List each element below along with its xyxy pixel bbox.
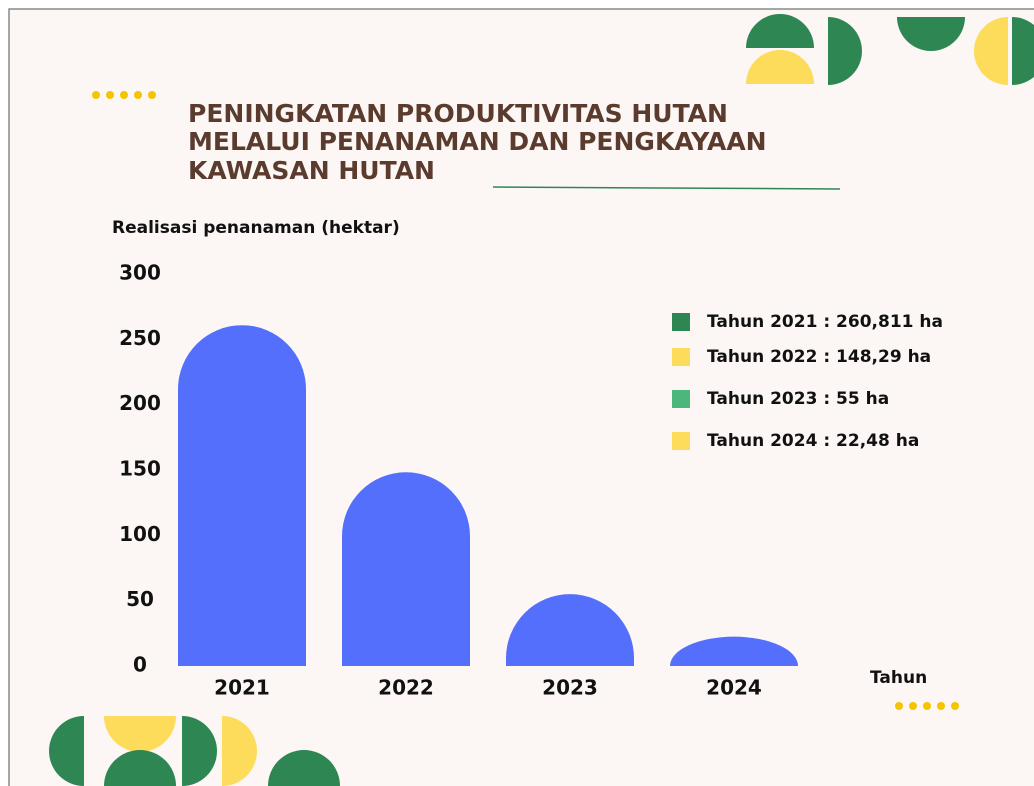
legend-label: Tahun 2024 : 22,48 ha <box>707 431 919 451</box>
legend-label: Tahun 2021 : 260,811 ha <box>707 312 943 332</box>
legend-swatch <box>672 313 690 331</box>
x-tick-label: 2021 <box>214 676 270 700</box>
legend-label: Tahun 2023 : 55 ha <box>707 389 889 409</box>
y-tick-label: 0 <box>133 653 147 677</box>
chart-title: PENINGKATAN PRODUKTIVITAS HUTAN <box>188 99 728 128</box>
legend-swatch <box>672 390 690 408</box>
y-tick-label: 50 <box>126 587 154 611</box>
bar <box>670 636 798 666</box>
bar <box>178 325 306 666</box>
decoration <box>49 14 1034 786</box>
chart-title: KAWASAN HUTAN <box>188 156 435 185</box>
legend-label: Tahun 2022 : 148,29 ha <box>707 347 931 367</box>
y-tick-label: 100 <box>119 522 161 546</box>
x-tick-label: 2023 <box>542 676 598 700</box>
x-tick-label: 2024 <box>706 676 762 700</box>
y-tick-label: 250 <box>119 326 161 350</box>
legend-swatch <box>672 432 690 450</box>
chart-title: MELALUI PENANAMAN DAN PENGKAYAAN <box>188 127 767 156</box>
y-tick-label: 300 <box>119 261 161 285</box>
y-axis-label: Realisasi penanaman (hektar) <box>112 218 400 238</box>
y-tick-label: 200 <box>119 391 161 415</box>
x-axis-label: Tahun <box>870 668 927 688</box>
bar <box>342 472 470 666</box>
bar <box>506 594 634 666</box>
y-tick-label: 150 <box>119 457 161 481</box>
legend-swatch <box>672 348 690 366</box>
x-tick-label: 2022 <box>378 676 434 700</box>
